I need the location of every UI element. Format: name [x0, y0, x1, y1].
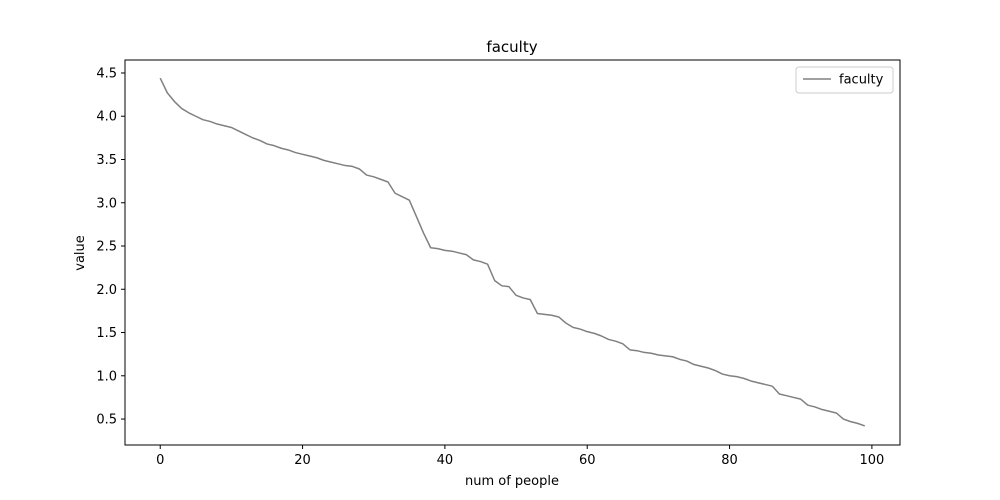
x-tick-label: 40 [437, 453, 454, 468]
y-tick-label: 2.0 [96, 283, 117, 298]
y-tick-label: 0.5 [96, 413, 117, 428]
x-tick-label: 100 [859, 453, 884, 468]
series-line-faculty [159, 77, 866, 427]
y-tick-label: 1.0 [96, 369, 117, 384]
legend-box [795, 66, 894, 94]
y-tick-label: 1.5 [96, 326, 117, 341]
series-layer [159, 77, 866, 427]
y-axis-label: value [73, 235, 88, 271]
plot-area [124, 59, 901, 446]
y-tick-label: 4.0 [96, 110, 117, 125]
y-axis: 0.5 1.0 1.5 2.0 2.5 3.0 3.5 4.0 4.5 [96, 66, 125, 428]
x-tick-label: 20 [294, 453, 311, 468]
y-tick-label: 2.5 [96, 240, 117, 255]
legend-label: faculty [839, 73, 884, 88]
x-axis: 0 20 40 60 80 100 [156, 445, 884, 468]
x-tick-label: 0 [156, 453, 164, 468]
x-tick-label: 80 [721, 453, 738, 468]
y-tick-label: 4.5 [96, 66, 117, 81]
y-tick-label: 3.5 [96, 153, 117, 168]
x-axis-label: num of people [465, 474, 559, 489]
legend: faculty [795, 66, 894, 94]
x-tick-label: 60 [579, 453, 596, 468]
y-tick-label: 3.0 [96, 196, 117, 211]
chart-title: faculty [486, 38, 537, 56]
